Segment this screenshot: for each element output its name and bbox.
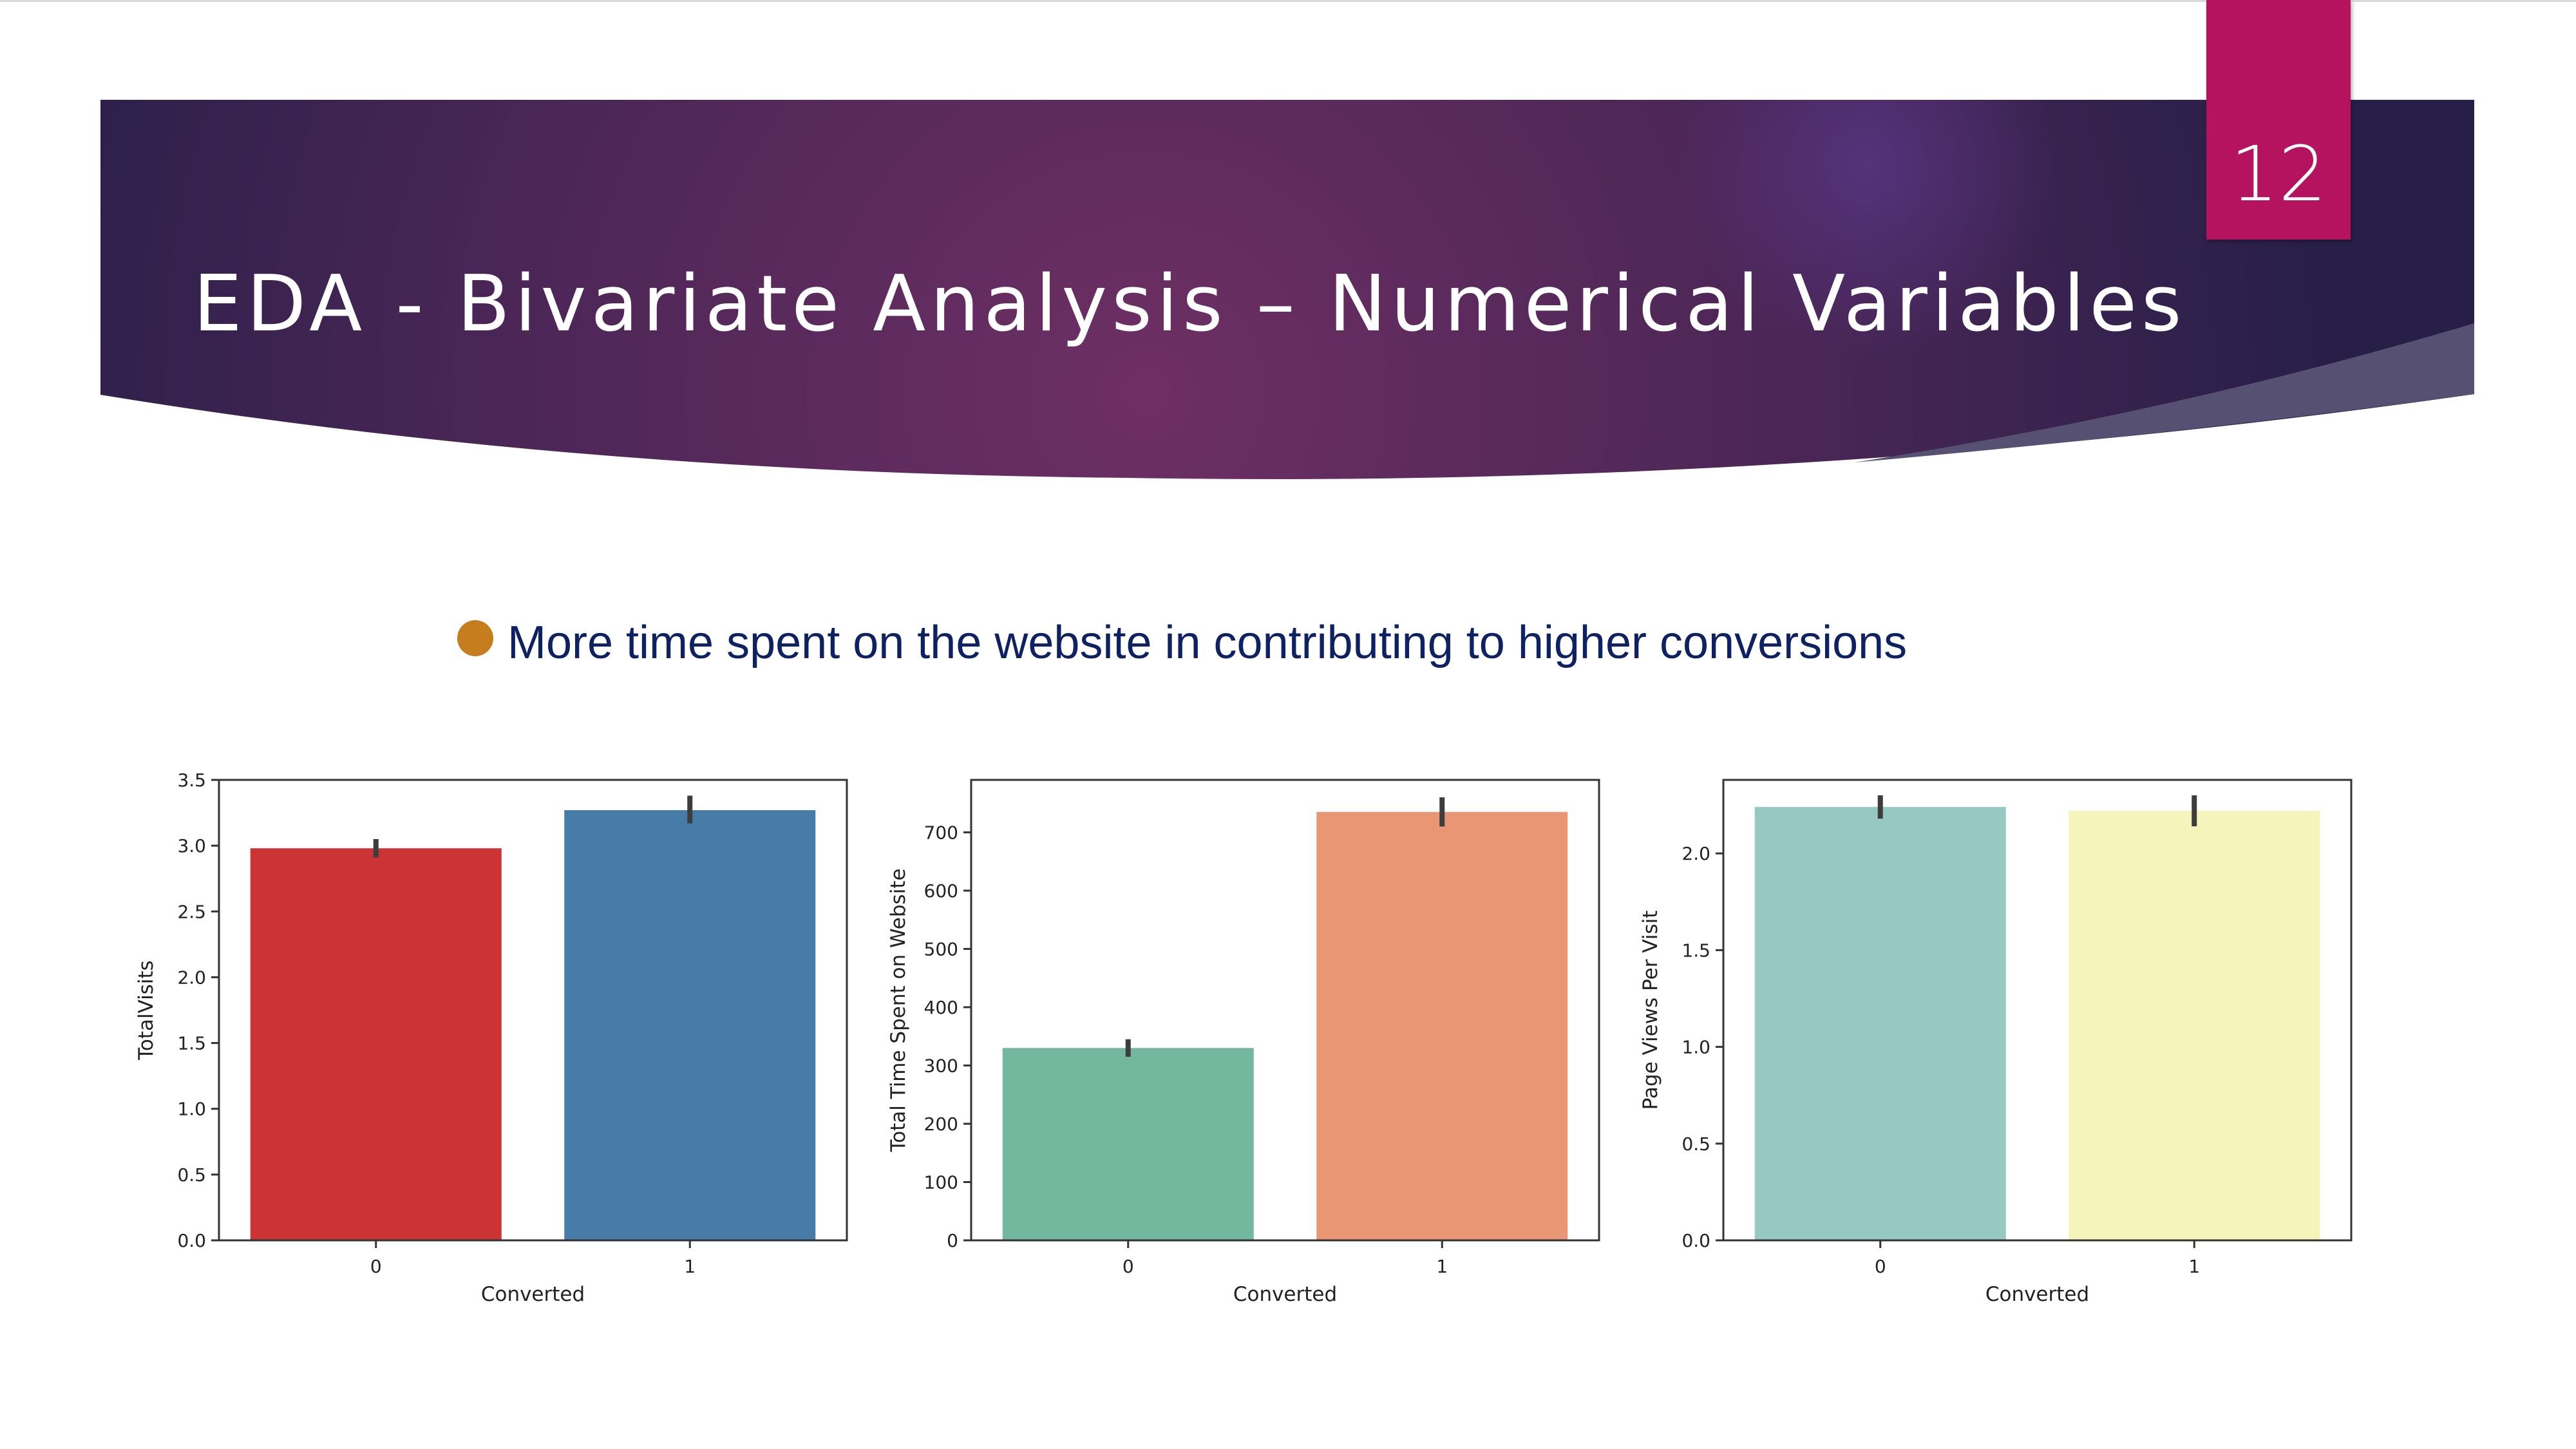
y-tick-label: 1.0 xyxy=(177,1099,206,1120)
bar-1 xyxy=(2069,811,2320,1240)
y-tick-label: 1.0 xyxy=(1681,1037,1710,1058)
y-tick-label: 100 xyxy=(924,1171,958,1193)
y-axis-label: TotalVisits xyxy=(135,960,158,1061)
slide-number: 12 xyxy=(2230,129,2327,218)
chart-page-views: 0.0 0.5 1.0 1.5 2.0 0 1 Converted Page Views Per… xyxy=(1639,763,2361,1330)
y-tick-label: 3.5 xyxy=(177,770,206,791)
y-tick-label: 2.0 xyxy=(177,967,206,988)
plot-frame xyxy=(970,779,1600,1242)
chart-svg: 0 100 200 300 400 500 600 700 0 1 Converted Total T… xyxy=(887,779,1600,1306)
x-tick-label: 0 xyxy=(1875,1256,1886,1277)
y-tick-label: 2.0 xyxy=(1681,843,1710,864)
slide-title: EDA - Bivariate Analysis – Numerical Var… xyxy=(193,260,2186,349)
chart-svg: 0.0 0.5 1.0 1.5 2.0 2.5 3.0 3.5 0 1 Converted Total… xyxy=(135,770,848,1306)
y-tick-label: 200 xyxy=(924,1113,958,1135)
y-tick-label: 700 xyxy=(924,822,958,843)
top-divider xyxy=(0,0,2576,2)
chart-time-on-website: 0 100 200 300 400 500 600 700 0 1 Converted Total T… xyxy=(887,763,1609,1330)
slide-number-badge: 12 xyxy=(2206,0,2351,240)
y-tick-label: 0.0 xyxy=(1681,1230,1710,1251)
y-tick-label: 400 xyxy=(924,997,958,1018)
y-tick-label: 500 xyxy=(924,938,958,960)
y-tick-label: 1.5 xyxy=(1681,940,1710,961)
y-tick-label: 300 xyxy=(924,1055,958,1076)
y-axis-label: Page Views Per Visit xyxy=(1639,911,1662,1110)
banner-swoosh xyxy=(1855,323,2474,462)
x-tick-label: 1 xyxy=(2188,1256,2200,1277)
y-tick-label: 3.0 xyxy=(177,835,206,857)
bullet-text: More time spent on the website in contri… xyxy=(507,617,1908,668)
y-tick-label: 2.5 xyxy=(177,901,206,922)
x-tick-label: 1 xyxy=(1436,1256,1448,1277)
title-banner xyxy=(100,100,2474,479)
plot-frame xyxy=(1722,779,2353,1242)
bar-0 xyxy=(1002,1048,1254,1240)
chart-total-visits: 0.0 0.5 1.0 1.5 2.0 2.5 3.0 3.5 0 1 Converted Total… xyxy=(135,763,857,1330)
bar-0 xyxy=(250,848,502,1240)
banner-glow xyxy=(100,100,2474,479)
plot-frame xyxy=(218,779,848,1242)
bullet-dot-icon xyxy=(457,620,493,656)
y-tick-label: 600 xyxy=(924,880,958,902)
bar-1 xyxy=(564,810,816,1240)
y-tick-label: 0.5 xyxy=(177,1164,206,1186)
x-tick-label: 0 xyxy=(370,1256,382,1277)
y-tick-label: 0.5 xyxy=(1681,1133,1710,1155)
y-axis-label: Total Time Spent on Website xyxy=(887,868,910,1152)
y-tick-label: 0 xyxy=(947,1230,958,1251)
bar-1 xyxy=(1316,811,1568,1240)
y-tick-label: 1.5 xyxy=(177,1033,206,1054)
chart-svg: 0.0 0.5 1.0 1.5 2.0 0 1 Converted Page Views Per… xyxy=(1639,779,2353,1306)
bar-0 xyxy=(1754,807,2006,1240)
x-axis-label: Converted xyxy=(1985,1283,2089,1306)
x-tick-label: 0 xyxy=(1122,1256,1134,1277)
y-tick-label: 0.0 xyxy=(177,1230,206,1251)
x-axis-label: Converted xyxy=(1233,1283,1337,1306)
x-axis-label: Converted xyxy=(481,1283,585,1306)
x-tick-label: 1 xyxy=(684,1256,696,1277)
